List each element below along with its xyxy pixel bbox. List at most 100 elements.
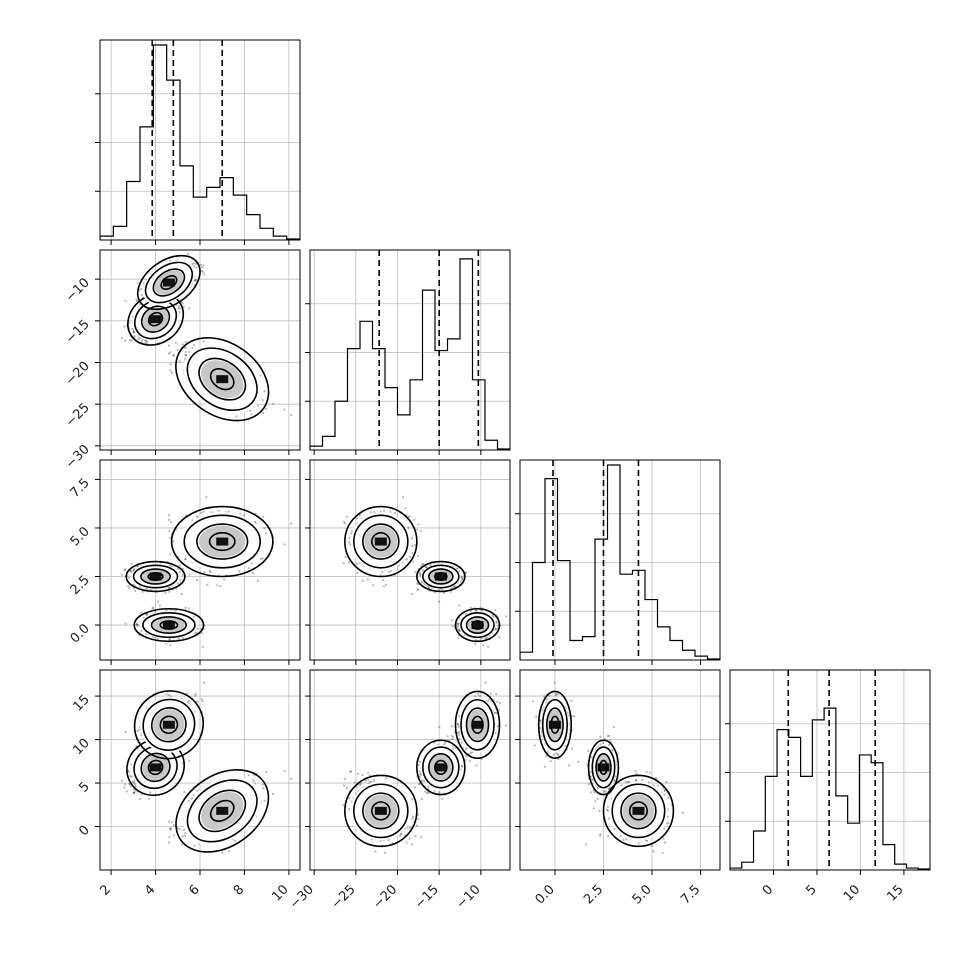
sample-point xyxy=(382,579,385,582)
sample-point xyxy=(216,584,219,587)
sample-point xyxy=(132,791,136,794)
sample-point xyxy=(174,609,177,612)
sample-point xyxy=(349,532,353,535)
sample-point xyxy=(200,263,203,266)
sample-point xyxy=(272,402,275,405)
sample-point xyxy=(450,587,453,590)
sample-point xyxy=(181,302,184,305)
y-tick-label: −15 xyxy=(63,317,93,347)
sample-point xyxy=(129,774,132,778)
sample-point xyxy=(361,579,364,582)
sample-point xyxy=(187,799,190,802)
sample-point xyxy=(450,734,453,737)
sample-point xyxy=(120,337,123,340)
sample-point xyxy=(177,307,180,310)
sample-point xyxy=(366,578,369,581)
sample-point xyxy=(461,575,464,578)
contour-level xyxy=(371,532,391,552)
sample-point xyxy=(149,791,152,794)
contour-level xyxy=(183,514,262,569)
contour-level xyxy=(175,336,270,422)
panel-0-0 xyxy=(95,39,301,245)
sample-point xyxy=(168,529,171,533)
sample-point xyxy=(433,741,436,744)
sample-point xyxy=(193,344,196,347)
contour-level xyxy=(175,768,270,853)
sample-point xyxy=(165,693,168,696)
sample-point xyxy=(414,570,417,574)
sample-point xyxy=(193,694,197,698)
sample-point xyxy=(137,338,140,341)
sample-point xyxy=(184,557,187,561)
sample-point xyxy=(411,593,414,596)
sample-point xyxy=(417,588,420,591)
sample-point xyxy=(193,279,197,282)
sample-point xyxy=(201,700,204,703)
sample-point xyxy=(180,843,183,846)
sample-point xyxy=(128,586,131,589)
sample-point xyxy=(184,340,187,344)
sample-point xyxy=(358,514,361,517)
sample-point xyxy=(250,562,253,565)
sample-point xyxy=(167,514,171,517)
sample-point xyxy=(283,543,286,546)
sample-point xyxy=(470,606,473,609)
sample-point xyxy=(238,570,241,573)
contour-level xyxy=(133,745,178,790)
sample-point xyxy=(257,405,260,408)
sample-point xyxy=(168,638,171,641)
sample-point xyxy=(127,770,130,773)
axes-frame xyxy=(309,459,511,661)
sample-point xyxy=(379,510,382,513)
sample-point xyxy=(227,510,230,513)
sample-point xyxy=(413,544,416,547)
sample-point xyxy=(263,390,266,393)
sample-point xyxy=(451,625,454,628)
panel-2-0: 0.02.55.07.5 xyxy=(68,459,301,665)
sample-point xyxy=(140,287,143,290)
sample-point xyxy=(172,540,175,543)
sample-point xyxy=(454,585,457,588)
sample-point xyxy=(464,571,468,574)
sample-point xyxy=(167,694,171,697)
sample-point xyxy=(200,632,203,635)
sample-point xyxy=(425,565,428,569)
sample-point xyxy=(120,573,123,576)
sample-point xyxy=(262,411,265,415)
sample-point xyxy=(132,568,135,572)
x-tick-label: 4 xyxy=(142,882,158,898)
sample-point xyxy=(383,509,386,512)
sample-point xyxy=(130,562,133,565)
sample-point xyxy=(426,792,429,795)
sample-point xyxy=(416,528,419,531)
sample-point xyxy=(192,615,195,618)
sample-point xyxy=(348,541,351,544)
contour-level xyxy=(142,612,196,639)
sample-point xyxy=(182,828,185,832)
sample-point xyxy=(167,352,171,355)
sample-point xyxy=(148,797,151,800)
sample-point xyxy=(169,369,172,372)
sample-point xyxy=(459,580,462,583)
sample-point xyxy=(168,590,171,593)
sample-point xyxy=(170,371,173,374)
sample-point xyxy=(195,266,198,269)
sample-point xyxy=(172,824,175,827)
sample-point xyxy=(194,693,197,696)
sample-point xyxy=(132,330,135,333)
density-peak xyxy=(216,806,229,815)
sample-point xyxy=(196,627,199,630)
sample-point xyxy=(418,783,421,786)
sample-point xyxy=(242,514,245,517)
contour-level xyxy=(209,368,235,391)
sample-point xyxy=(136,281,139,284)
sample-point xyxy=(465,755,468,758)
sample-point xyxy=(420,797,423,801)
sample-point xyxy=(134,783,137,786)
sample-point xyxy=(130,571,133,574)
contour-level xyxy=(471,620,484,630)
sample-point xyxy=(130,339,133,342)
sample-point xyxy=(259,557,262,561)
